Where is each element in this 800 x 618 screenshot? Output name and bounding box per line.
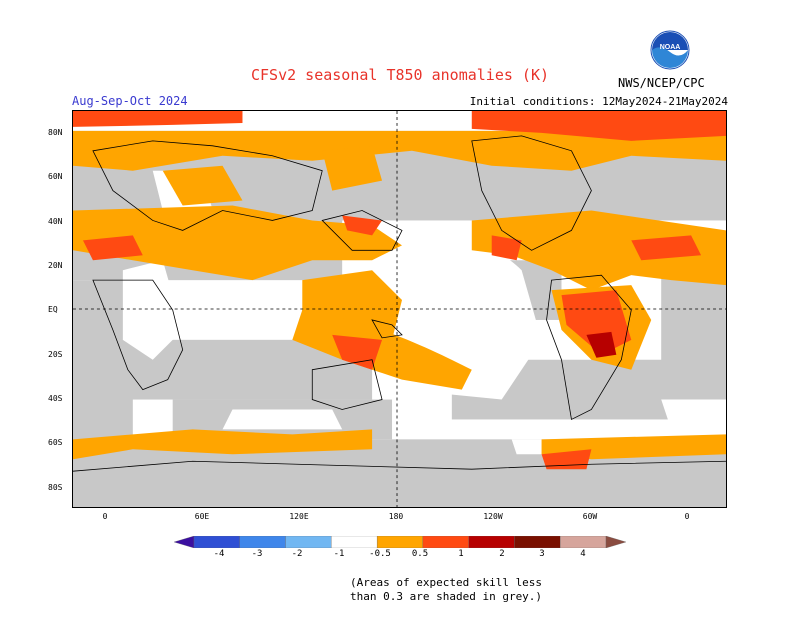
colorbar-segment — [468, 536, 515, 548]
warm-anomaly-dark — [586, 331, 617, 358]
lon-label-60w: 60W — [582, 512, 598, 521]
skill-note-line2: than 0.3 are shaded in grey.) — [350, 590, 543, 603]
colorbar-segment — [193, 536, 240, 548]
colorbar-segment — [376, 536, 424, 548]
skill-note-line1: (Areas of expected skill less — [350, 576, 543, 589]
colorbar-tick: -0.5 — [369, 549, 391, 559]
coastlines — [73, 135, 726, 472]
lat-label-60n: 60N — [48, 172, 63, 181]
lat-label-80s: 80S — [48, 483, 63, 492]
colorbar-segment — [605, 536, 626, 548]
lat-label-60s: 60S — [48, 438, 63, 447]
warm-anomaly-red — [73, 111, 726, 470]
colorbar-segment — [331, 536, 378, 548]
colorbar-segment — [174, 536, 195, 548]
colorbar-tick: 3 — [539, 549, 545, 559]
colorbar-tick: 0.5 — [411, 549, 429, 559]
lat-label-80n: 80N — [48, 128, 63, 137]
logo-text: NOAA — [660, 44, 681, 51]
lon-label-0: 0 — [102, 512, 108, 521]
colorbar-segment — [560, 536, 607, 548]
initial-conditions: Initial conditions: 12May2024-21May2024 — [469, 95, 728, 108]
colorbar — [174, 536, 626, 548]
lat-label-20s: 20S — [48, 350, 63, 359]
lon-label-120w: 120W — [483, 512, 503, 521]
colorbar-tick: -1 — [333, 549, 345, 559]
colorbar-tick: 4 — [580, 549, 586, 559]
lat-label-40n: 40N — [48, 217, 63, 226]
lon-label-0-east: 0 — [684, 512, 690, 521]
colorbar-segment — [514, 536, 561, 548]
colorbar-segment — [239, 536, 286, 548]
colorbar-tick: -2 — [291, 549, 303, 559]
colorbar-tick: 1 — [458, 549, 464, 559]
colorbar-tick: -4 — [213, 549, 225, 559]
warm-anomaly-orange — [73, 130, 726, 460]
agency-label: NWS/NCEP/CPC — [618, 76, 705, 90]
noaa-logo: NOAA — [650, 30, 690, 70]
anomaly-map — [72, 110, 727, 508]
chart-title: CFSv2 seasonal T850 anomalies (K) — [250, 66, 549, 84]
lon-label-60e: 60E — [194, 512, 210, 521]
skill-note: (Areas of expected skill less than 0.3 a… — [350, 576, 542, 604]
colorbar-segment — [422, 536, 469, 548]
lat-label-eq: EQ — [48, 305, 58, 314]
lat-label-40s: 40S — [48, 394, 63, 403]
season-label: Aug-Sep-Oct 2024 — [72, 94, 188, 108]
colorbar-tick: 2 — [499, 549, 505, 559]
lon-label-180: 180 — [388, 512, 404, 521]
colorbar-tick: -3 — [251, 549, 263, 559]
lon-label-120e: 120E — [289, 512, 309, 521]
lat-label-20n: 20N — [48, 261, 63, 270]
colorbar-segment — [285, 536, 332, 548]
